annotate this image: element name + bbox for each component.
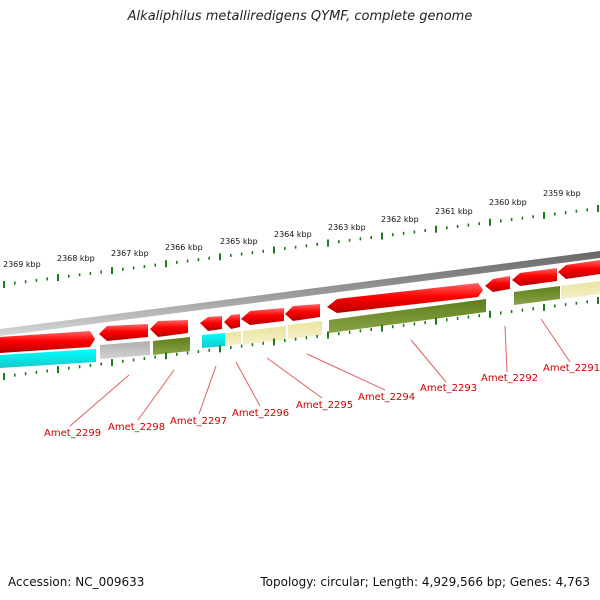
gene-label-amet-2297: Amet_2297 [170, 416, 227, 427]
forward-gene-arrow [150, 320, 188, 337]
gene-label-amet-2296: Amet_2296 [232, 408, 289, 419]
category-band-cyan [202, 333, 225, 348]
forward-gene-arrow [99, 324, 148, 341]
gene-label-amet-2291: Amet_2291 [543, 363, 600, 374]
genome-summary-text: Topology: circular; Length: 4,929,566 bp… [260, 575, 590, 589]
accession-text: Accession: NC_009633 [8, 575, 145, 589]
forward-gene-arrow [512, 268, 557, 286]
forward-strand-genes [0, 260, 600, 353]
category-band-khaki [288, 321, 322, 339]
kbp-label-2361: 2361 kbp [435, 207, 473, 216]
gene-label-amet-2293: Amet_2293 [420, 383, 477, 394]
gene-label-amet-2298: Amet_2298 [108, 422, 165, 433]
category-band-khaki [561, 281, 600, 299]
kbp-label-2369: 2369 kbp [3, 260, 41, 269]
gene-leader-lines [69, 318, 571, 427]
leader-line [504, 325, 508, 373]
forward-gene-arrow [327, 283, 483, 313]
forward-gene-arrow [285, 304, 320, 321]
category-band-cyan [0, 349, 96, 368]
forward-gene-arrow [224, 314, 240, 329]
kbp-label-2367: 2367 kbp [111, 249, 149, 258]
kbp-label-2359: 2359 kbp [543, 189, 581, 198]
outer-scale-ticks [3, 204, 599, 288]
category-band-gray [100, 341, 150, 359]
forward-gene-arrow [0, 331, 95, 353]
forward-gene-arrow [485, 276, 510, 292]
category-band-olive [329, 299, 486, 333]
kbp-label-2360: 2360 kbp [489, 198, 527, 207]
leader-line [235, 361, 261, 407]
leader-line [306, 353, 386, 391]
kbp-scale-labels: 2369 kbp 2368 kbp 2367 kbp 2366 kbp 2365… [3, 189, 581, 269]
kbp-label-2364: 2364 kbp [274, 230, 312, 239]
forward-gene-arrow [200, 316, 222, 331]
kbp-label-2366: 2366 kbp [165, 243, 203, 252]
leader-line [266, 357, 323, 399]
gene-label-amet-2292: Amet_2292 [481, 373, 538, 384]
category-band-khaki [225, 331, 241, 346]
gene-label-amet-2295: Amet_2295 [296, 400, 353, 411]
category-band-khaki [243, 326, 286, 344]
inner-scale-ticks [3, 296, 599, 380]
genome-backbone [0, 251, 600, 336]
kbp-label-2362: 2362 kbp [381, 215, 419, 224]
leader-line [198, 365, 217, 415]
forward-gene-arrow [241, 308, 284, 325]
category-band-olive [153, 337, 190, 355]
leader-line [137, 369, 175, 421]
kbp-label-2365: 2365 kbp [220, 237, 258, 246]
gene-label-amet-2299: Amet_2299 [44, 428, 101, 439]
category-bands [0, 281, 600, 368]
forward-gene-arrow [558, 260, 600, 279]
leader-line [540, 318, 571, 363]
gene-label-amet-2294: Amet_2294 [358, 392, 415, 403]
leader-line [410, 339, 447, 383]
map-title: Alkaliphilus metalliredigens QYMF, compl… [127, 9, 473, 24]
gene-labels: Amet_2299 Amet_2298 Amet_2297 Amet_2296 … [44, 363, 600, 439]
category-band-olive [514, 286, 560, 305]
leader-line [69, 374, 130, 427]
kbp-label-2368: 2368 kbp [57, 254, 95, 263]
kbp-label-2363: 2363 kbp [328, 223, 366, 232]
